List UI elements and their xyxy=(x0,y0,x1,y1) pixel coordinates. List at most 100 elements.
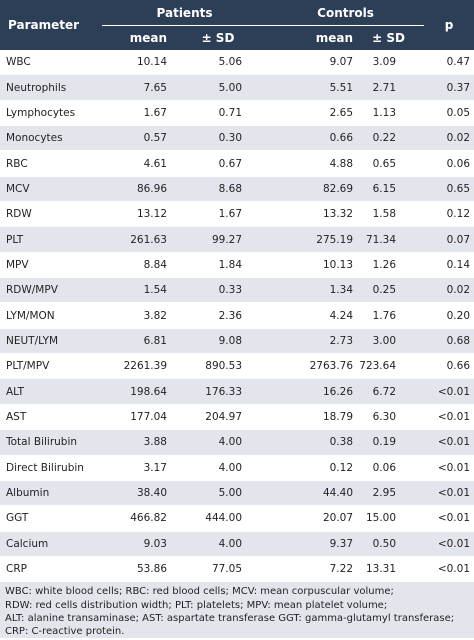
controls-sd-cell: 6.15 xyxy=(353,176,425,203)
table-row: LYM/MON 3.82 2.36 4.24 1.76 0.20 xyxy=(0,302,474,329)
footnote-line: ALT: alanine transaminase; AST: aspartat… xyxy=(5,613,455,625)
controls-sd-cell: 3.09 xyxy=(353,50,425,76)
patients-mean-cell: 198.64 xyxy=(102,378,169,405)
patients-mean-cell: 9.03 xyxy=(102,531,169,557)
p-value-cell: 0.20 xyxy=(424,302,474,329)
table-row: Direct Bilirubin 3.17 4.00 0.12 0.06 <0.01 xyxy=(0,455,474,481)
controls-sd-cell: 0.50 xyxy=(353,531,425,557)
table-row: ALT 198.64 176.33 16.26 6.72 <0.01 xyxy=(0,378,474,405)
controls-sd-cell: 1.76 xyxy=(353,302,425,329)
patients-sd-cell: 1.84 xyxy=(169,252,268,279)
controls-sd-cell: 0.65 xyxy=(353,150,425,177)
p-value-cell: 0.07 xyxy=(424,226,474,253)
header-controls-sd: ± SD xyxy=(372,31,405,45)
parameter-cell: Total Bilirubin xyxy=(0,429,102,456)
patients-mean-cell: 6.81 xyxy=(102,328,169,355)
controls-mean-cell: 0.12 xyxy=(267,455,354,481)
patients-sd-cell: 5.06 xyxy=(169,50,268,76)
header-controls: Controls xyxy=(267,0,425,26)
patients-sd-cell: 2.36 xyxy=(169,302,268,329)
controls-sd-cell: 6.72 xyxy=(353,378,425,405)
table-row: Albumin 38.40 5.00 44.40 2.95 <0.01 xyxy=(0,480,474,507)
controls-sd-cell: 15.00 xyxy=(353,505,425,532)
patients-mean-cell: 13.12 xyxy=(102,201,169,228)
controls-mean-cell: 0.66 xyxy=(267,125,354,152)
p-value-cell: 0.02 xyxy=(424,125,474,152)
patients-sd-cell: 0.71 xyxy=(169,100,268,127)
patients-sd-cell: 1.67 xyxy=(169,201,268,228)
patients-sd-cell: 890.53 xyxy=(169,353,268,380)
patients-sd-cell: 4.00 xyxy=(169,429,268,456)
patients-sd-cell: 9.08 xyxy=(169,328,268,355)
p-value-cell: 0.12 xyxy=(424,201,474,228)
table-row: WBC 10.14 5.06 9.07 3.09 0.47 xyxy=(0,50,474,76)
controls-sd-cell: 2.71 xyxy=(353,74,425,101)
table-row: RDW 13.12 1.67 13.32 1.58 0.12 xyxy=(0,201,474,228)
parameter-cell: Neutrophils xyxy=(0,74,102,101)
p-value-cell: 0.02 xyxy=(424,277,474,304)
patients-mean-cell: 3.17 xyxy=(102,455,169,481)
parameter-cell: NEUT/LYM xyxy=(0,328,102,355)
parameter-cell: MPV xyxy=(0,252,102,279)
patients-mean-cell: 2261.39 xyxy=(102,353,169,380)
footnote-line: RDW: red cells distribution width; PLT: … xyxy=(5,599,388,611)
patients-sd-cell: 4.00 xyxy=(169,531,268,557)
p-value-cell: <0.01 xyxy=(424,378,474,405)
parameter-cell: LYM/MON xyxy=(0,302,102,329)
parameter-cell: Calcium xyxy=(0,531,102,557)
controls-mean-cell: 2763.76 xyxy=(267,353,354,380)
controls-sd-cell: 0.22 xyxy=(353,125,425,152)
table-row: MCV 86.96 8.68 82.69 6.15 0.65 xyxy=(0,176,474,203)
table-row: MPV 8.84 1.84 10.13 1.26 0.14 xyxy=(0,252,474,279)
p-value-cell: <0.01 xyxy=(424,429,474,456)
patients-mean-cell: 3.88 xyxy=(102,429,169,456)
parameter-cell: Lymphocytes xyxy=(0,100,102,127)
table-row: GGT 466.82 444.00 20.07 15.00 <0.01 xyxy=(0,505,474,532)
patients-mean-cell: 1.54 xyxy=(102,277,169,304)
patients-mean-cell: 10.14 xyxy=(102,50,169,76)
header-p: p xyxy=(444,18,454,32)
table-row: Calcium 9.03 4.00 9.37 0.50 <0.01 xyxy=(0,531,474,557)
controls-sd-cell: 0.25 xyxy=(353,277,425,304)
parameter-cell: ALT xyxy=(0,378,102,405)
parameter-cell: CRP xyxy=(0,556,102,583)
patients-mean-cell: 4.61 xyxy=(102,150,169,177)
patients-sd-cell: 8.68 xyxy=(169,176,268,203)
controls-sd-cell: 1.58 xyxy=(353,201,425,228)
controls-mean-cell: 44.40 xyxy=(267,480,354,507)
patients-sd-cell: 4.00 xyxy=(169,455,268,481)
parameter-cell: PLT xyxy=(0,226,102,253)
controls-mean-cell: 20.07 xyxy=(267,505,354,532)
parameter-cell: RDW/MPV xyxy=(0,277,102,304)
parameter-cell: GGT xyxy=(0,505,102,532)
controls-mean-cell: 10.13 xyxy=(267,252,354,279)
controls-mean-cell: 275.19 xyxy=(267,226,354,253)
controls-sd-cell: 1.26 xyxy=(353,252,425,279)
patients-sd-cell: 5.00 xyxy=(169,74,268,101)
footnote-line: CRP: C-reactive protein. xyxy=(5,626,125,638)
patients-mean-cell: 38.40 xyxy=(102,480,169,507)
results-table: Parameter Patients Controls p mean ± SD … xyxy=(0,0,474,583)
patients-sd-cell: 0.30 xyxy=(169,125,268,152)
parameter-cell: Monocytes xyxy=(0,125,102,152)
p-value-cell: 0.66 xyxy=(424,353,474,380)
patients-sd-cell: 99.27 xyxy=(169,226,268,253)
controls-mean-cell: 16.26 xyxy=(267,378,354,405)
patients-mean-cell: 7.65 xyxy=(102,74,169,101)
controls-sd-cell: 0.19 xyxy=(353,429,425,456)
controls-mean-cell: 82.69 xyxy=(267,176,354,203)
table-row: RDW/MPV 1.54 0.33 1.34 0.25 0.02 xyxy=(0,277,474,304)
controls-mean-cell: 5.51 xyxy=(267,74,354,101)
controls-mean-cell: 2.73 xyxy=(267,328,354,355)
table-row: Monocytes 0.57 0.30 0.66 0.22 0.02 xyxy=(0,125,474,152)
controls-sd-cell: 6.30 xyxy=(353,404,425,431)
table-row: Total Bilirubin 3.88 4.00 0.38 0.19 <0.01 xyxy=(0,429,474,456)
patients-sd-cell: 176.33 xyxy=(169,378,268,405)
p-value-cell: 0.06 xyxy=(424,150,474,177)
table-row: RBC 4.61 0.67 4.88 0.65 0.06 xyxy=(0,150,474,177)
header-patients: Patients xyxy=(102,0,268,26)
p-value-cell: 0.47 xyxy=(424,50,474,76)
table-row: AST 177.04 204.97 18.79 6.30 <0.01 xyxy=(0,404,474,431)
controls-mean-cell: 13.32 xyxy=(267,201,354,228)
controls-mean-cell: 4.88 xyxy=(267,150,354,177)
